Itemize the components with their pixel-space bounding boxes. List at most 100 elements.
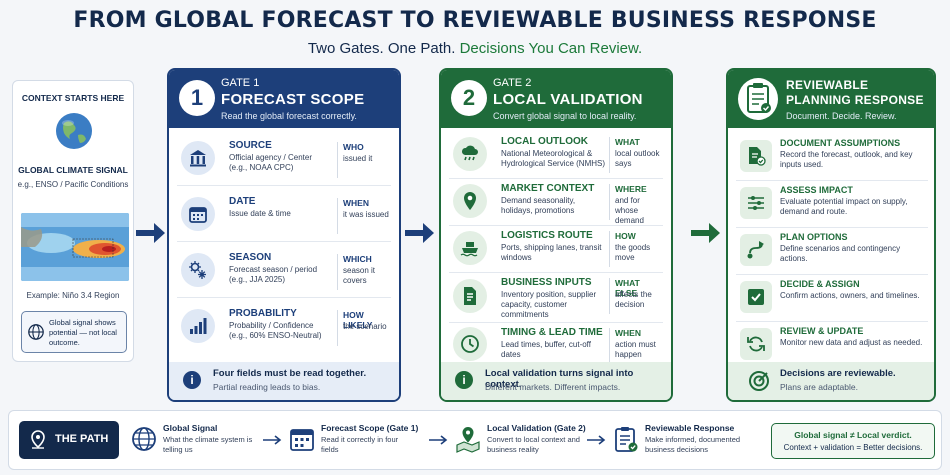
arrow-right-icon xyxy=(587,435,606,445)
gate2-footer-title: Local validation turns signal into conte… xyxy=(485,368,634,390)
gate2-row-title: LOCAL OUTLOOK xyxy=(501,136,589,147)
response-title: REVIEWABLE PLANNING RESPONSE xyxy=(786,78,924,107)
path-label: THE PATH xyxy=(19,421,119,459)
page-title: FROM GLOBAL FORECAST TO REVIEWABLE BUSIN… xyxy=(73,8,877,33)
gate2-row-question-desc: action must happen xyxy=(615,340,656,359)
response-header: REVIEWABLE PLANNING RESPONSE Document. D… xyxy=(728,70,934,128)
info-icon: i xyxy=(455,371,473,389)
response-row-title: DECIDE & ASSIGN xyxy=(780,279,860,289)
response-row-assess: ASSESS IMPACT Evaluate potential impact … xyxy=(736,181,928,228)
sliders-icon xyxy=(740,187,772,219)
gate1-row-title: SOURCE xyxy=(229,140,272,151)
path-step-title: Reviewable Response xyxy=(645,423,735,433)
gate1-row-source: SOURCE Official agency / Center (e.g., N… xyxy=(177,134,391,186)
path-step-desc: Make informed, documented business decis… xyxy=(645,435,741,454)
map-icon xyxy=(456,427,480,453)
clock-icon xyxy=(453,327,487,361)
row-divider xyxy=(337,142,338,178)
document-icon xyxy=(453,279,487,313)
map-pin-icon xyxy=(453,184,487,218)
gate2-row-title: BUSINESS INPUTS xyxy=(501,277,592,288)
gate2-footer: i Local validation turns signal into con… xyxy=(441,362,671,400)
context-note-text: Global signal shows potential — not loca… xyxy=(49,318,117,347)
gate2-footer-sub: Different markets. Different impacts. xyxy=(485,382,621,392)
path-step-local-validation: Local Validation (Gate 2) Convert to loc… xyxy=(455,423,595,461)
path-step-desc: What the climate system is telling us xyxy=(163,435,253,454)
arrow-right-icon xyxy=(136,223,165,243)
context-region: Example: Niño 3.4 Region xyxy=(26,291,120,300)
gate1-row-question-desc: the scenario xyxy=(343,322,387,331)
rain-cloud-icon xyxy=(453,137,487,171)
gate1-footer-sub: Partial reading leads to bias. xyxy=(213,382,321,392)
response-row-desc: Confirm actions, owners, and timelines. xyxy=(780,291,920,300)
gate1-footer-title: Four fields must be read together. xyxy=(213,368,367,379)
gate1-row-date: DATE Issue date & time WHEN it was issue… xyxy=(177,190,391,242)
info-icon: i xyxy=(183,371,201,389)
row-divider xyxy=(609,231,610,267)
gate2-row-question: HOW xyxy=(615,231,636,241)
gate2-number: 2 xyxy=(451,80,487,116)
gate2-row-local-outlook: LOCAL OUTLOOK National Meteorological & … xyxy=(449,132,663,179)
response-row-review: REVIEW & UPDATE Monitor new data and adj… xyxy=(736,322,928,369)
ship-icon xyxy=(453,231,487,265)
gate2-row-title: MARKET CONTEXT xyxy=(501,183,595,194)
globe-icon xyxy=(56,113,92,149)
page-subtitle: Two Gates. One Path. Decisions You Can R… xyxy=(0,40,950,57)
gate2-row-market-context: MARKET CONTEXT Demand seasonality, holid… xyxy=(449,179,663,226)
subtitle-part-b: Decisions You Can Review. xyxy=(459,40,643,57)
path-step-reviewable-response: Reviewable Response Make informed, docum… xyxy=(613,423,763,461)
gate2-row-question-desc: affects the decision xyxy=(615,290,652,309)
gate2-card: 2 GATE 2 LOCAL VALIDATION Convert global… xyxy=(439,68,673,402)
arrow-right-icon xyxy=(405,223,434,243)
gate2-subtitle: Convert global signal to local reality. xyxy=(493,111,637,121)
gate1-row-title: SEASON xyxy=(229,252,272,263)
row-divider xyxy=(609,184,610,220)
response-row-desc: Record the forecast, outlook, and key in… xyxy=(780,150,913,169)
gate1-row-question-desc: issued it xyxy=(343,154,373,163)
gate1-number: 1 xyxy=(179,80,215,116)
arrow-right-icon xyxy=(429,435,448,445)
gate2-row-desc: Lead times, buffer, cut-off dates xyxy=(501,340,591,359)
path-step-desc: Read it correctly in four fields xyxy=(321,435,399,454)
path-step-desc: Convert to local context and business re… xyxy=(487,435,580,454)
response-row-title: REVIEW & UPDATE xyxy=(780,326,864,336)
path-step-global-signal: Global Signal What the climate system is… xyxy=(131,423,255,461)
gate2-row-desc: Demand seasonality, holidays, promotions xyxy=(501,196,576,215)
gate2-row-logistics-route: LOGISTICS ROUTE Ports, shipping lanes, t… xyxy=(449,226,663,273)
response-row-title: DOCUMENT ASSUMPTIONS xyxy=(780,138,901,148)
response-row-title: PLAN OPTIONS xyxy=(780,232,848,242)
gate2-row-desc: National Meteorological & Hydrological S… xyxy=(501,149,606,168)
response-card: REVIEWABLE PLANNING RESPONSE Document. D… xyxy=(726,68,936,402)
path-bar: THE PATH Global Signal What the climate … xyxy=(8,410,942,470)
clipboard-icon xyxy=(615,427,638,452)
route-icon xyxy=(740,234,772,266)
gate2-row-desc: Ports, shipping lanes, transit windows xyxy=(501,243,602,262)
gate1-header: 1 GATE 1 FORECAST SCOPE Read the global … xyxy=(169,70,399,128)
subtitle-part-a: Two Gates. One Path. xyxy=(307,40,456,57)
gate1-row-desc: Probability / Confidence (e.g., 60% ENSO… xyxy=(229,321,322,340)
gate1-row-season: SEASON Forecast season / period (e.g., J… xyxy=(177,246,391,298)
gate1-row-desc: Forecast season / period (e.g., JJA 2025… xyxy=(229,265,318,284)
response-footer-sub: Plans are adaptable. xyxy=(780,382,858,392)
row-divider xyxy=(609,278,610,314)
response-row-desc: Define scenarios and contingency actions… xyxy=(780,244,901,263)
row-divider xyxy=(337,198,338,234)
arrow-right-icon xyxy=(691,223,720,243)
gate1-row-question: WHO xyxy=(343,142,364,152)
gate1-row-probability: PROBABILITY Probability / Confidence (e.… xyxy=(177,302,391,354)
context-note: Global signal shows potential — not loca… xyxy=(21,311,127,353)
gate2-row-business-inputs: BUSINESS INPUTS Inventory position, supp… xyxy=(449,273,663,323)
gate1-row-question: WHICH xyxy=(343,254,372,264)
gate1-row-question-desc: season it covers xyxy=(343,266,376,285)
gate2-row-title: TIMING & LEAD TIME xyxy=(501,327,603,338)
gate2-kicker: GATE 2 xyxy=(493,77,532,89)
checkbox-icon xyxy=(740,281,772,313)
response-row-desc: Monitor new data and adjust as needed. xyxy=(780,338,923,347)
globe-icon xyxy=(28,324,44,340)
path-label-text: THE PATH xyxy=(55,433,109,445)
path-step-forecast-scope: Forecast Scope (Gate 1) Read it correctl… xyxy=(289,423,419,461)
gate1-row-desc: Issue date & time xyxy=(229,209,291,218)
bar-chart-icon xyxy=(181,309,215,343)
row-divider xyxy=(337,254,338,290)
response-row-document: DOCUMENT ASSUMPTIONS Record the forecast… xyxy=(736,134,928,181)
